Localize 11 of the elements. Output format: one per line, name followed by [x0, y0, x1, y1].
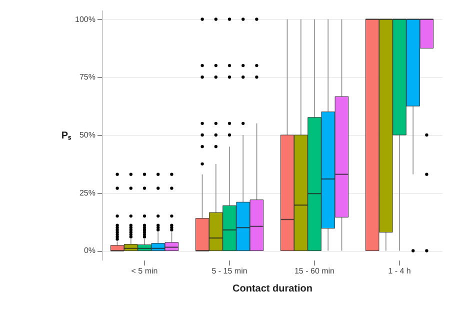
y-tick-label: 75%: [79, 72, 96, 82]
x-tick-label: 15 - 60 min: [294, 266, 335, 276]
x-tick-label: 1 - 4 h: [388, 266, 411, 276]
x-axis-title: Contact duration: [232, 284, 312, 294]
x-tick-label: < 5 min: [131, 266, 158, 276]
y-axis-title: Pₛ: [61, 130, 72, 142]
x-tick-label: 5 - 15 min: [212, 266, 248, 276]
y-tick-label: 0%: [84, 246, 96, 256]
y-tick-label: 50%: [79, 130, 96, 140]
y-tick-label: 100%: [75, 14, 96, 24]
y-tick-label: 25%: [79, 188, 96, 198]
